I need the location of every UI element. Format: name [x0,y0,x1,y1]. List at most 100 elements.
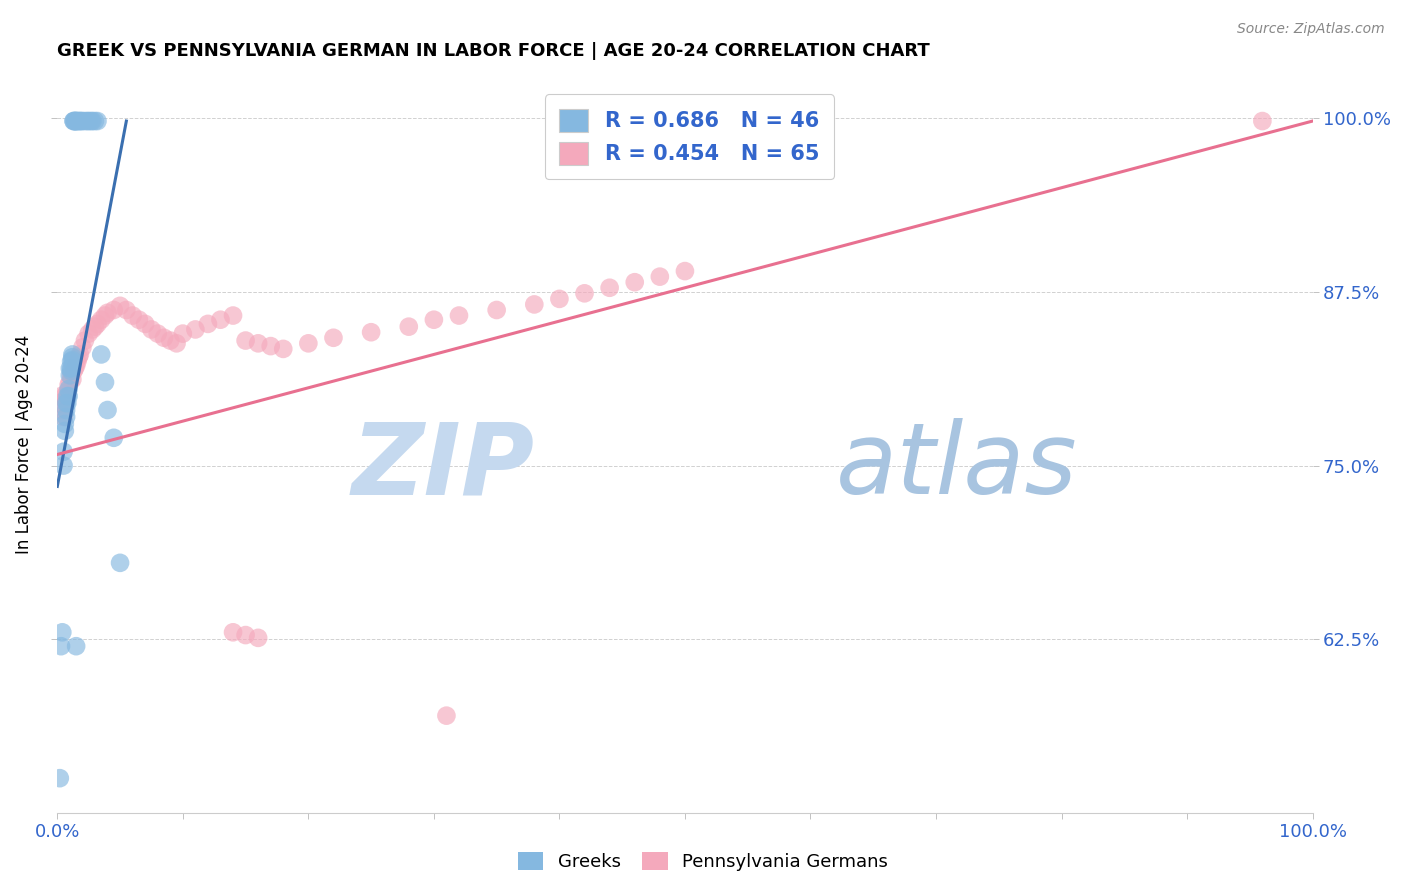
Point [222,309,245,323]
Point [159,334,181,348]
Point [67,350,90,364]
Point [55,392,77,406]
Point [49,771,72,785]
Point [58,389,80,403]
Point [523,297,546,311]
Point [63,114,86,128]
Point [146,326,169,341]
Point [65,114,87,128]
Point [76,114,98,128]
Point [84,114,107,128]
Point [69,114,91,128]
Point [82,322,104,336]
Point [52,444,75,458]
Point [53,389,76,403]
Point [271,342,294,356]
Point [82,114,104,128]
Text: ZIP: ZIP [352,418,534,516]
Point [184,322,207,336]
Point [60,372,83,386]
Point [398,319,420,334]
Point [103,431,125,445]
Point [62,114,84,128]
Point [60,347,83,361]
Legend: Greeks, Pennsylvania Germans: Greeks, Pennsylvania Germans [510,845,896,879]
Point [209,312,232,326]
Point [599,281,621,295]
Point [108,556,131,570]
Point [77,326,100,341]
Point [548,292,571,306]
Point [260,339,283,353]
Point [673,264,696,278]
Point [648,269,671,284]
Point [65,114,87,128]
Point [58,378,80,392]
Point [60,361,83,376]
Point [49,389,72,403]
Point [55,396,77,410]
Legend: R = 0.686   N = 46, R = 0.454   N = 65: R = 0.686 N = 46, R = 0.454 N = 65 [544,95,834,179]
Point [96,403,118,417]
Point [247,336,270,351]
Point [62,364,84,378]
Point [84,319,107,334]
Point [222,625,245,640]
Point [63,114,86,128]
Point [66,354,89,368]
Point [60,368,83,383]
Point [134,317,156,331]
Point [65,639,87,653]
Point [166,336,188,351]
Point [60,353,83,368]
Point [1251,114,1274,128]
Point [94,376,117,390]
Point [60,354,83,368]
Point [60,350,83,364]
Point [153,331,176,345]
Point [77,114,100,128]
Point [70,114,93,128]
Point [322,331,344,345]
Point [73,114,96,128]
Point [65,359,87,373]
Point [108,299,131,313]
Point [52,458,75,473]
Point [121,309,143,323]
Point [447,309,470,323]
Point [574,286,596,301]
Point [58,382,80,396]
Point [360,325,382,339]
Point [80,114,103,128]
Point [235,334,257,348]
Point [60,364,83,378]
Point [73,334,96,348]
Point [56,396,79,410]
Text: atlas: atlas [835,418,1077,516]
Point [52,409,75,424]
Point [141,322,163,336]
Point [56,389,79,403]
Point [247,631,270,645]
Text: Source: ZipAtlas.com: Source: ZipAtlas.com [1237,22,1385,37]
Point [55,409,77,424]
Point [63,361,86,376]
Point [90,347,112,361]
Point [66,114,89,128]
Point [297,336,319,351]
Point [59,361,82,376]
Point [49,639,72,653]
Point [53,417,76,431]
Point [623,275,645,289]
Point [436,708,458,723]
Text: GREEK VS PENNSYLVANIA GERMAN IN LABOR FORCE | AGE 20-24 CORRELATION CHART: GREEK VS PENNSYLVANIA GERMAN IN LABOR FO… [58,42,929,60]
Point [62,114,84,128]
Point [172,326,194,341]
Point [51,625,73,640]
Point [128,312,150,326]
Point [197,317,219,331]
Point [59,376,82,390]
Point [90,312,112,326]
Point [235,628,257,642]
Point [55,403,77,417]
